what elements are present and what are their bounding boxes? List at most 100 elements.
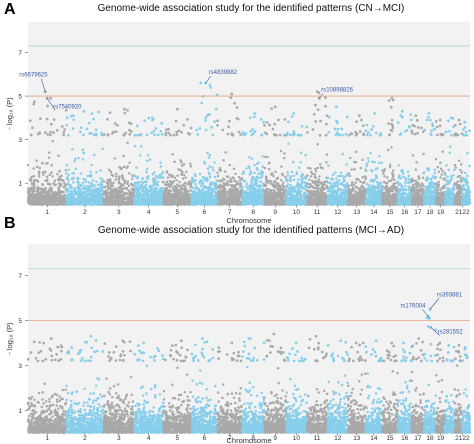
snp-point [155, 200, 158, 203]
snp-point [219, 199, 222, 203]
snp-point [65, 163, 69, 167]
snp-point [264, 155, 267, 159]
snp-point [342, 177, 346, 181]
snp-peak-point [123, 107, 126, 111]
snp-point [318, 203, 322, 206]
snp-point [278, 203, 281, 206]
snp-point [251, 128, 255, 131]
snp-point [41, 161, 44, 165]
snp-point [163, 201, 167, 204]
snp-point [76, 176, 79, 180]
snp-point [251, 185, 255, 189]
snp-point [145, 133, 149, 137]
snp-point [121, 197, 124, 201]
snp-point [139, 145, 143, 148]
snp-point [186, 118, 189, 121]
snp-point [49, 130, 52, 134]
snp-point [43, 131, 47, 134]
snp-point [158, 174, 161, 177]
snp-point [130, 187, 134, 191]
snp-point [51, 175, 54, 178]
snp-point [56, 178, 60, 181]
snp-point [208, 83, 212, 87]
snp-point [298, 193, 301, 196]
snp-point [293, 189, 296, 192]
snp-point [154, 192, 158, 195]
snp-point [343, 175, 346, 179]
snp-point [213, 183, 217, 187]
snp-point [150, 187, 153, 190]
snp-point [191, 186, 195, 190]
snp-point [194, 179, 197, 182]
snp-point [260, 133, 263, 137]
snp-point [48, 187, 51, 190]
snp-point [55, 195, 59, 199]
snp-point [235, 106, 239, 109]
snp-point [174, 189, 177, 193]
snp-point [163, 183, 167, 186]
snp-point [159, 202, 163, 206]
snp-point [253, 171, 256, 175]
snp-point [53, 183, 56, 187]
snp-point [46, 104, 49, 108]
snp-point [297, 183, 301, 186]
snp-point [332, 184, 336, 188]
snp-peak-point [273, 105, 277, 109]
snp-point [213, 161, 216, 164]
snp-point [109, 199, 113, 203]
snp-point [90, 112, 94, 115]
snp-point [249, 172, 253, 175]
snp-point [276, 176, 280, 180]
snp-point [222, 159, 225, 162]
snp-point [50, 187, 53, 191]
snp-point [287, 142, 290, 146]
snp-point [301, 172, 304, 176]
snp-point [132, 199, 136, 202]
snp-point [318, 175, 321, 178]
snp-point [129, 130, 133, 133]
snp-point [34, 193, 37, 196]
snp-point [81, 158, 85, 161]
snp-point [271, 127, 275, 131]
snp-point [57, 154, 60, 157]
snp-point [57, 192, 60, 195]
snp-point [141, 194, 144, 198]
snp-point [145, 171, 148, 174]
snp-point [309, 182, 312, 186]
snp-point [128, 192, 132, 196]
snp-peak-point [230, 92, 234, 96]
snp-point [78, 130, 82, 134]
snp-point [109, 170, 113, 174]
snp-point [180, 195, 183, 199]
snp-point [187, 194, 190, 198]
snp-point [82, 177, 85, 181]
snp-point [117, 180, 121, 183]
snp-point [326, 176, 330, 180]
snp-point [233, 101, 236, 105]
snp-point [302, 193, 305, 197]
snp-point [233, 183, 237, 187]
snp-point [133, 175, 137, 178]
snp-point [217, 190, 220, 193]
snp-point [249, 116, 252, 120]
snp-point [234, 194, 238, 197]
snp-point [198, 180, 202, 183]
snp-point [58, 196, 61, 200]
snp-point [275, 133, 278, 137]
snp-point [105, 194, 108, 197]
snp-point [146, 153, 150, 157]
snp-point [94, 128, 98, 132]
snp-point [325, 122, 328, 126]
snp-point [202, 200, 206, 203]
snp-point [229, 177, 232, 181]
snp-point [130, 183, 133, 186]
snp-point [28, 196, 31, 199]
snp-point [114, 130, 118, 134]
snp-point [283, 152, 286, 155]
snp-point [126, 108, 129, 112]
snp-point [326, 189, 330, 193]
snp-point [289, 175, 293, 178]
snp-point [65, 202, 68, 205]
snp-point [43, 170, 47, 174]
snp-point [191, 203, 195, 206]
